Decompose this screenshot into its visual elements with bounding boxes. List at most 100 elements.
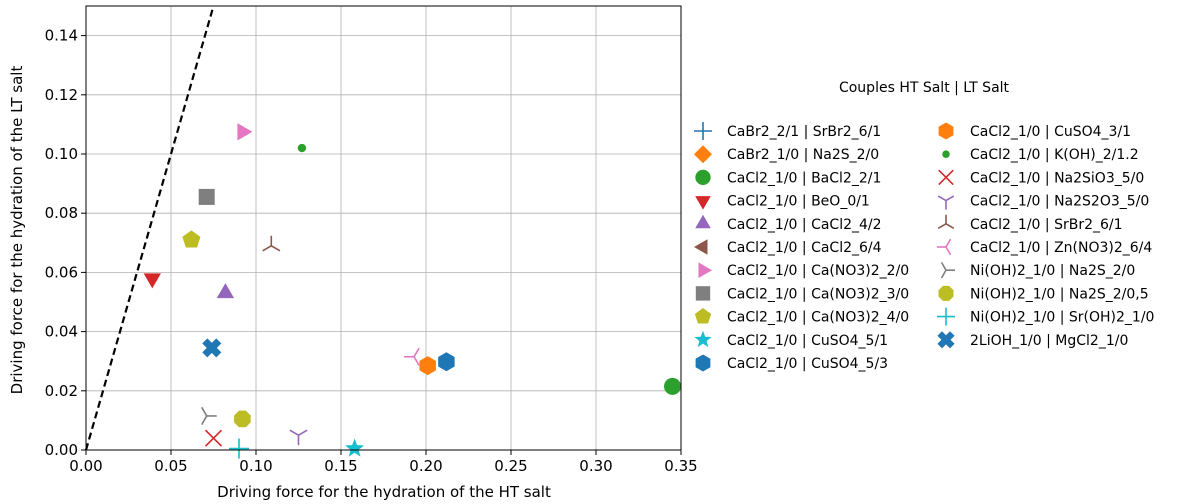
legend-marker: [695, 354, 711, 372]
legend-marker: [694, 239, 708, 255]
x-tick-label: 0.30: [579, 457, 612, 475]
legend-item: CaBr2_1/0 | Na2S_2/0: [694, 145, 879, 164]
x-axis-ticks: 0.00 0.05 0.10 0.15 0.20 0.25 0.30 0.35: [69, 450, 698, 475]
legend-item: CaCl2_1/0 | Na2S2O3_5/0: [937, 194, 1149, 210]
legend-marker: [938, 285, 954, 301]
data-point: [237, 123, 253, 141]
legend-item: CaCl2_1/0 | Ca(NO3)2_3/0: [695, 286, 909, 302]
legend-label: CaCl2_1/0 | CuSO4_3/1: [970, 124, 1131, 140]
legend-marker: [937, 307, 955, 326]
data-point: [143, 273, 161, 289]
legend-item: CaCl2_1/0 | Ca(NO3)2_4/0: [694, 308, 909, 326]
data-points: [143, 123, 681, 459]
legend-marker: [694, 122, 712, 140]
x-tick-label: 0.05: [154, 457, 187, 475]
x-tick-label: 0.35: [664, 457, 697, 475]
legend-item: CaCl2_1/0 | Zn(NO3)2_6/4: [937, 238, 1152, 256]
x-tick-label: 0.10: [239, 457, 272, 475]
x-tick-label: 0.00: [69, 457, 102, 475]
legend-item: CaCl2_1/0 | Na2SiO3_5/0: [938, 169, 1144, 186]
legend-label: CaCl2_1/0 | Zn(NO3)2_6/4: [970, 240, 1152, 256]
legend-label: Ni(OH)2_1/0 | Sr(OH)2_1/0: [970, 310, 1154, 326]
y-tick-label: 0.04: [45, 323, 78, 341]
legend-item: CaCl2_1/0 | SrBr2_6/1: [937, 214, 1123, 233]
data-point: [201, 406, 217, 426]
legend-item: CaCl2_1/0 | Ca(NO3)2_2/0: [698, 262, 909, 279]
y-tick-label: 0.02: [45, 382, 78, 400]
legend-label: CaCl2_1/0 | CuSO4_5/3: [727, 356, 888, 372]
legend-label: CaCl2_1/0 | Na2SiO3_5/0: [970, 170, 1144, 186]
legend-marker: [695, 196, 711, 210]
legend-marker: [940, 262, 955, 279]
data-point: [664, 377, 681, 395]
data-point: [438, 352, 455, 372]
legend-marker: [695, 286, 711, 301]
data-point: [216, 283, 235, 299]
data-point: [202, 338, 222, 358]
y-axis-label: Driving force for the hydration of the L…: [8, 66, 26, 395]
legend-label: CaCl2_1/0 | CuSO4_5/1: [727, 333, 888, 349]
legend-marker: [695, 214, 711, 229]
x-tick-label: 0.15: [324, 457, 357, 475]
data-point: [204, 429, 223, 447]
legend-marker: [937, 238, 952, 256]
legend-label: CaBr2_2/1 | SrBr2_6/1: [727, 124, 881, 140]
legend-label: CaCl2_1/0 | BaCl2_2/1: [727, 170, 881, 186]
legend-label: CaCl2_1/0 | Ca(NO3)2_4/0: [727, 310, 909, 326]
legend-label: CaBr2_1/0 | Na2S_2/0: [727, 147, 879, 163]
legend-marker: [938, 122, 954, 140]
legend-item: CaBr2_2/1 | SrBr2_6/1: [694, 122, 881, 140]
plot-frame: [85, 5, 682, 451]
legend: CaBr2_2/1 | SrBr2_6/1 CaBr2_1/0 | Na2S_2/…: [694, 122, 1154, 372]
data-point: [229, 438, 249, 459]
legend-label: Ni(OH)2_1/0 | Na2S_2/0: [970, 263, 1135, 279]
legend-title: Couples HT Salt | LT Salt: [839, 80, 1010, 96]
data-point: [297, 143, 307, 153]
y-axis-ticks: 0.00 0.02 0.04 0.06 0.08 0.10 0.12 0.14: [45, 27, 86, 459]
legend-marker: [695, 169, 711, 186]
legend-label: CaCl2_1/0 | Ca(NO3)2_3/0: [727, 286, 909, 302]
legend-item: CaCl2_1/0 | K(OH)_2/1.2: [942, 147, 1139, 163]
legend-marker: [937, 214, 955, 229]
legend-marker: [942, 150, 950, 158]
y-tick-label: 0.10: [45, 145, 78, 163]
legend-item: Ni(OH)2_1/0 | Sr(OH)2_1/0: [937, 307, 1154, 326]
y-tick-label: 0.14: [45, 27, 78, 45]
y-tick-label: 0.00: [45, 441, 78, 459]
legend-label: Ni(OH)2_1/0 | Na2S_2/0,5: [970, 286, 1149, 302]
legend-label: 2LiOH_1/0 | MgCl2_1/0: [970, 333, 1128, 349]
data-point: [198, 188, 215, 205]
legend-item: CaCl2_1/0 | CuSO4_5/3: [695, 354, 888, 372]
legend-marker: [938, 169, 954, 186]
legend-marker: [937, 331, 955, 349]
legend-marker: [937, 195, 955, 210]
legend-item: CaCl2_1/0 | BaCl2_2/1: [695, 169, 881, 186]
legend-item: CaCl2_1/0 | CaCl2_4/2: [695, 214, 882, 233]
y-tick-label: 0.08: [45, 204, 78, 222]
data-point: [182, 230, 201, 248]
y-tick-label: 0.12: [45, 86, 78, 104]
legend-item: 2LiOH_1/0 | MgCl2_1/0: [937, 331, 1128, 349]
legend-label: CaCl2_1/0 | CaCl2_6/4: [727, 240, 882, 256]
legend-marker: [694, 145, 712, 164]
data-point: [345, 438, 365, 457]
x-tick-label: 0.25: [494, 457, 527, 475]
data-point: [289, 429, 308, 446]
legend-marker: [694, 308, 712, 324]
legend-marker: [698, 262, 712, 278]
x-tick-label: 0.20: [409, 457, 442, 475]
legend-label: CaCl2_1/0 | SrBr2_6/1: [970, 217, 1123, 233]
legend-label: CaCl2_1/0 | Na2S2O3_5/0: [970, 194, 1149, 210]
legend-label: CaCl2_1/0 | K(OH)_2/1.2: [970, 147, 1139, 163]
legend-label: CaCl2_1/0 | BeO_0/1: [727, 194, 870, 210]
legend-item: Ni(OH)2_1/0 | Na2S_2/0,5: [938, 285, 1149, 302]
data-point: [262, 235, 281, 252]
legend-item: CaCl2_1/0 | CaCl2_6/4: [694, 239, 882, 256]
legend-item: CaCl2_1/0 | BeO_0/1: [695, 194, 870, 210]
data-point: [404, 347, 420, 366]
legend-item: Ni(OH)2_1/0 | Na2S_2/0: [940, 262, 1135, 279]
x-axis-label: Driving force for the hydration of the H…: [217, 483, 551, 501]
legend-item: CaCl2_1/0 | CuSO4_3/1: [938, 122, 1131, 140]
